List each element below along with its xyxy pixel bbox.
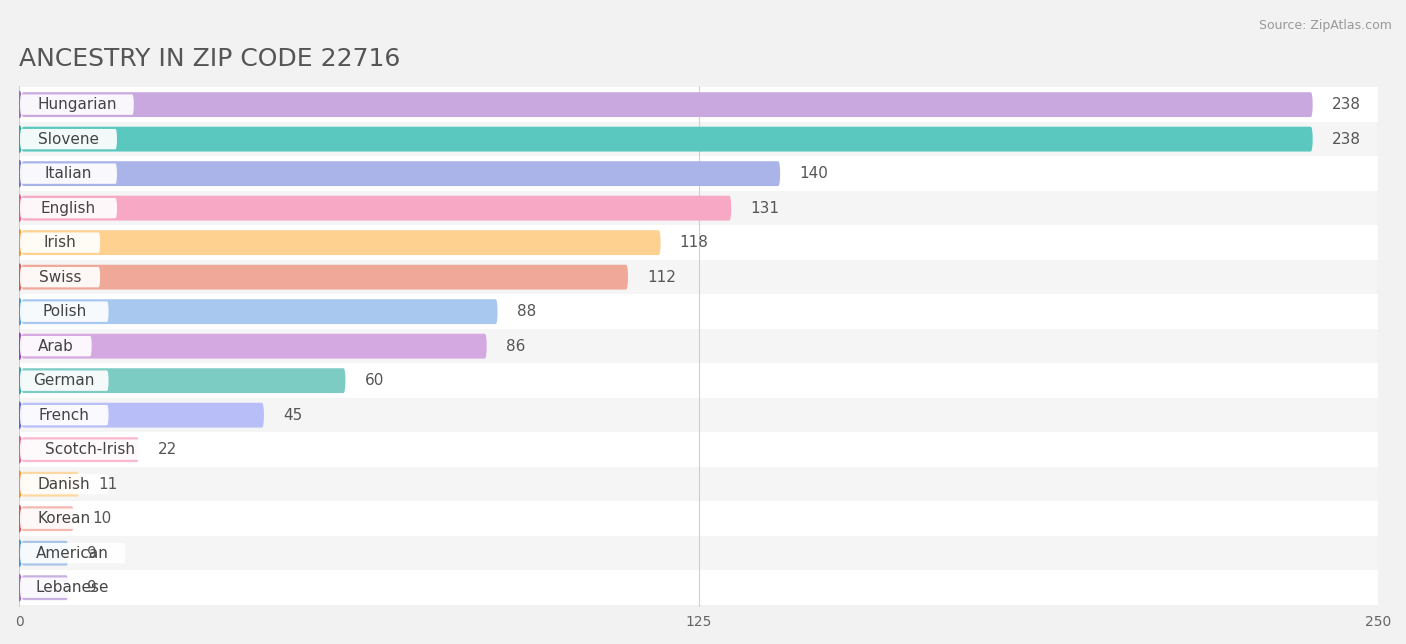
FancyBboxPatch shape xyxy=(20,432,1378,467)
FancyBboxPatch shape xyxy=(21,437,139,462)
Text: 238: 238 xyxy=(1331,97,1361,112)
Circle shape xyxy=(17,368,21,393)
Text: 9: 9 xyxy=(87,545,97,561)
FancyBboxPatch shape xyxy=(21,472,79,497)
FancyBboxPatch shape xyxy=(20,571,1378,605)
Text: American: American xyxy=(37,545,110,561)
FancyBboxPatch shape xyxy=(21,92,1313,117)
Circle shape xyxy=(17,574,21,601)
Text: 118: 118 xyxy=(679,235,709,250)
FancyBboxPatch shape xyxy=(21,506,73,531)
FancyBboxPatch shape xyxy=(21,196,731,220)
Text: Scotch-Irish: Scotch-Irish xyxy=(45,442,135,457)
Circle shape xyxy=(17,299,21,325)
Text: 9: 9 xyxy=(87,580,97,595)
FancyBboxPatch shape xyxy=(20,294,1378,329)
FancyBboxPatch shape xyxy=(20,301,108,322)
FancyBboxPatch shape xyxy=(20,156,1378,191)
FancyBboxPatch shape xyxy=(20,267,100,287)
Circle shape xyxy=(17,126,21,152)
FancyBboxPatch shape xyxy=(20,198,117,218)
FancyBboxPatch shape xyxy=(20,536,1378,571)
Text: 22: 22 xyxy=(157,442,177,457)
FancyBboxPatch shape xyxy=(20,502,1378,536)
FancyBboxPatch shape xyxy=(20,578,125,598)
Text: 238: 238 xyxy=(1331,131,1361,147)
Text: Italian: Italian xyxy=(45,166,93,181)
Text: Polish: Polish xyxy=(42,304,86,319)
Text: Danish: Danish xyxy=(38,477,90,491)
Text: German: German xyxy=(34,373,96,388)
Text: 131: 131 xyxy=(751,201,779,216)
FancyBboxPatch shape xyxy=(21,299,498,324)
Text: French: French xyxy=(39,408,90,422)
FancyBboxPatch shape xyxy=(20,363,1378,398)
Text: Arab: Arab xyxy=(38,339,73,354)
FancyBboxPatch shape xyxy=(20,122,1378,156)
FancyBboxPatch shape xyxy=(20,232,100,253)
Text: Slovene: Slovene xyxy=(38,131,98,147)
FancyBboxPatch shape xyxy=(20,474,108,495)
Circle shape xyxy=(17,471,21,497)
FancyBboxPatch shape xyxy=(20,398,1378,432)
Circle shape xyxy=(17,437,21,462)
FancyBboxPatch shape xyxy=(21,541,69,565)
FancyBboxPatch shape xyxy=(21,161,780,186)
FancyBboxPatch shape xyxy=(20,405,108,425)
Circle shape xyxy=(17,540,21,566)
Text: 10: 10 xyxy=(93,511,112,526)
FancyBboxPatch shape xyxy=(20,95,134,115)
FancyBboxPatch shape xyxy=(20,191,1378,225)
FancyBboxPatch shape xyxy=(20,543,125,564)
FancyBboxPatch shape xyxy=(20,129,117,149)
Circle shape xyxy=(17,402,21,428)
FancyBboxPatch shape xyxy=(20,467,1378,502)
FancyBboxPatch shape xyxy=(20,439,159,460)
Text: 45: 45 xyxy=(283,408,302,422)
FancyBboxPatch shape xyxy=(20,509,108,529)
Text: English: English xyxy=(41,201,96,216)
FancyBboxPatch shape xyxy=(21,575,69,600)
Text: 140: 140 xyxy=(799,166,828,181)
Text: Hungarian: Hungarian xyxy=(37,97,117,112)
FancyBboxPatch shape xyxy=(20,164,117,184)
Circle shape xyxy=(17,230,21,256)
Text: 112: 112 xyxy=(647,270,676,285)
Circle shape xyxy=(17,160,21,187)
FancyBboxPatch shape xyxy=(20,88,1378,122)
FancyBboxPatch shape xyxy=(20,370,108,391)
Text: Source: ZipAtlas.com: Source: ZipAtlas.com xyxy=(1258,19,1392,32)
FancyBboxPatch shape xyxy=(21,127,1313,151)
FancyBboxPatch shape xyxy=(21,368,346,393)
FancyBboxPatch shape xyxy=(20,225,1378,260)
FancyBboxPatch shape xyxy=(20,336,91,356)
Circle shape xyxy=(17,333,21,359)
Circle shape xyxy=(17,264,21,290)
Circle shape xyxy=(17,195,21,221)
Text: Swiss: Swiss xyxy=(39,270,82,285)
Text: 11: 11 xyxy=(98,477,118,491)
FancyBboxPatch shape xyxy=(20,329,1378,363)
Text: Irish: Irish xyxy=(44,235,76,250)
Circle shape xyxy=(17,91,21,118)
FancyBboxPatch shape xyxy=(21,230,661,255)
FancyBboxPatch shape xyxy=(21,402,264,428)
FancyBboxPatch shape xyxy=(20,260,1378,294)
Text: 88: 88 xyxy=(516,304,536,319)
Text: 86: 86 xyxy=(506,339,524,354)
FancyBboxPatch shape xyxy=(21,265,628,290)
FancyBboxPatch shape xyxy=(21,334,486,359)
Text: 60: 60 xyxy=(364,373,384,388)
Text: ANCESTRY IN ZIP CODE 22716: ANCESTRY IN ZIP CODE 22716 xyxy=(20,47,401,71)
Text: Korean: Korean xyxy=(38,511,91,526)
Circle shape xyxy=(17,506,21,532)
Text: Lebanese: Lebanese xyxy=(37,580,110,595)
